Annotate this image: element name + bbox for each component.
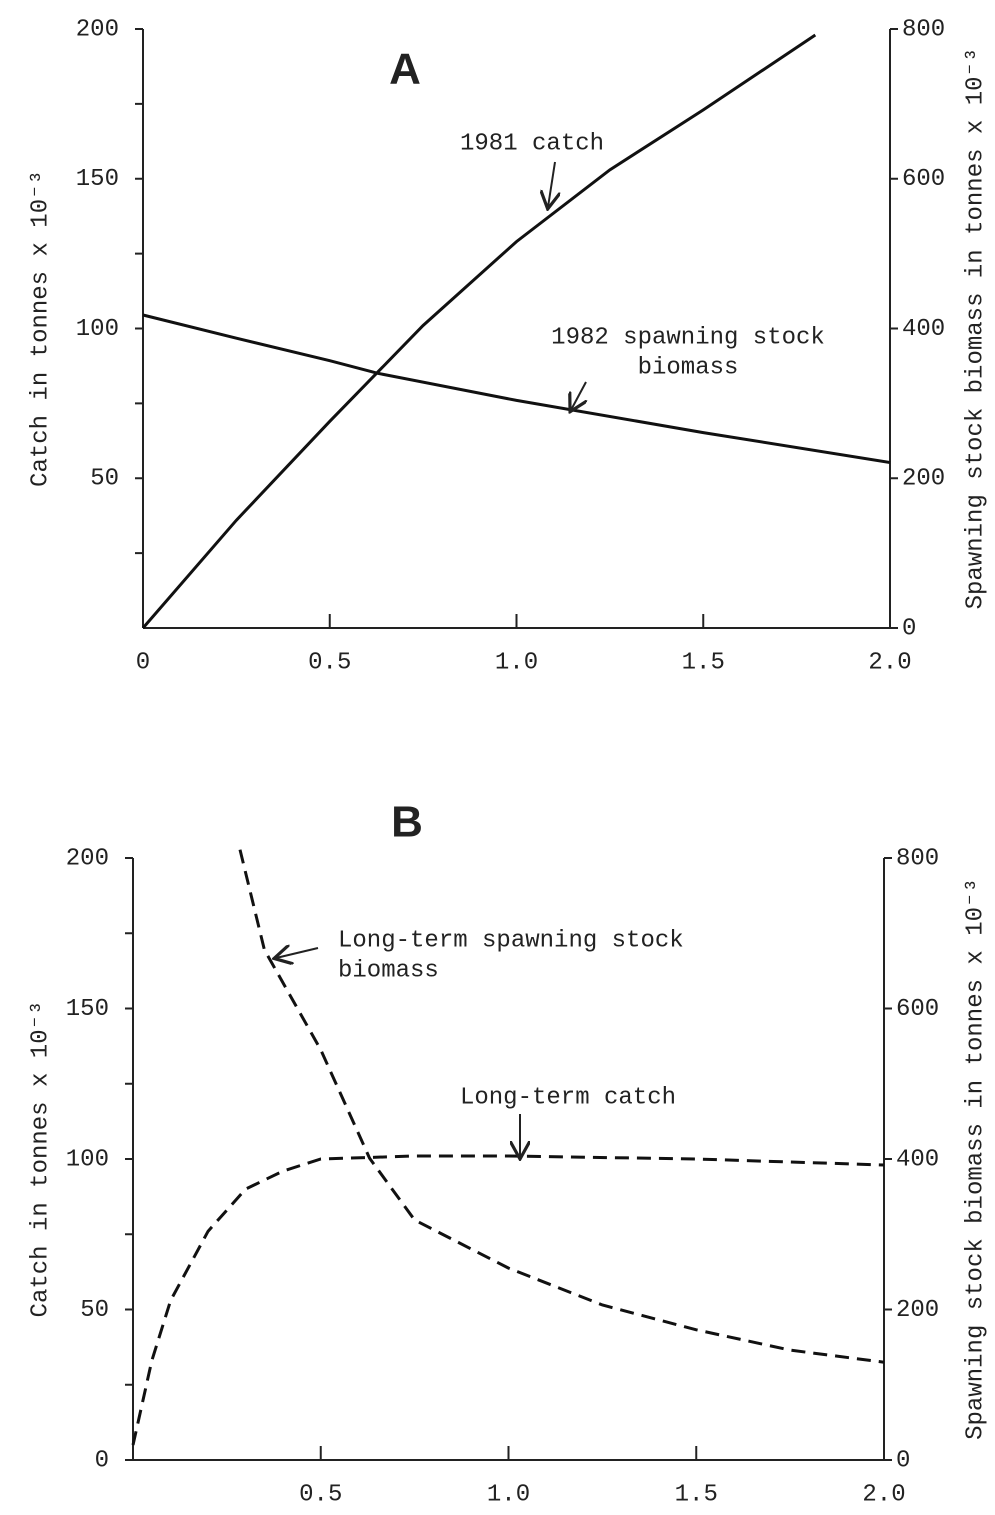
y2-tick-label: 800 (902, 16, 945, 43)
y2-tick-label: 0 (896, 1447, 910, 1474)
y2-tick-label: 800 (896, 845, 939, 872)
y-tick-label: 0 (95, 1447, 109, 1474)
y-axis-label: Catch in tonnes x 10⁻³ (27, 170, 54, 487)
x-tick-label: 1.0 (487, 1481, 530, 1508)
y-tick-label: 100 (76, 316, 119, 343)
x-tick-label: 2.0 (862, 1481, 905, 1508)
x-tick-label: 0.5 (299, 1481, 342, 1508)
annotation: biomass (638, 354, 739, 381)
annotation: Long-term spawning stock (338, 927, 684, 954)
x-tick-label: 0.5 (308, 649, 351, 676)
x-tick-label: 2.0 (868, 649, 911, 676)
x-tick-label: 1.0 (495, 649, 538, 676)
y2-axis-label: Spawning stock biomass in tonnes x 10⁻³ (962, 878, 989, 1440)
annotation: biomass (338, 957, 439, 984)
y-axis-label: Catch in tonnes x 10⁻³ (27, 1001, 54, 1318)
y2-tick-label: 600 (896, 996, 939, 1023)
y-tick-label: 50 (90, 466, 119, 493)
y2-tick-label: 200 (896, 1297, 939, 1324)
y-tick-label: 200 (66, 845, 109, 872)
panel-title: A (389, 45, 421, 94)
x-tick-label: 0 (136, 649, 150, 676)
series-line (141, 33, 817, 629)
annotation: Long-term catch (460, 1084, 676, 1111)
series-line (142, 313, 891, 464)
y2-tick-label: 400 (902, 316, 945, 343)
annotation-arrow (276, 948, 319, 958)
series-line (131, 1154, 885, 1446)
y2-tick-label: 200 (902, 466, 945, 493)
x-tick-label: 1.5 (682, 649, 725, 676)
panel-title: B (391, 798, 423, 847)
x-tick-label: 1.5 (675, 1481, 718, 1508)
y2-axis-label: Spawning stock biomass in tonnes x 10⁻³ (962, 48, 989, 610)
series-line (238, 849, 885, 1364)
annotation: 1982 spawning stock (551, 324, 825, 351)
y2-tick-label: 600 (902, 166, 945, 193)
y-tick-label: 200 (76, 16, 119, 43)
y2-tick-label: 400 (896, 1146, 939, 1173)
y-tick-label: 150 (66, 996, 109, 1023)
y-tick-label: 100 (66, 1146, 109, 1173)
y-tick-label: 150 (76, 166, 119, 193)
annotation: 1981 catch (460, 130, 604, 157)
y2-tick-label: 0 (902, 615, 916, 642)
annotation-arrow (571, 381, 586, 410)
annotation-arrow (548, 161, 555, 207)
y-tick-label: 50 (80, 1297, 109, 1324)
